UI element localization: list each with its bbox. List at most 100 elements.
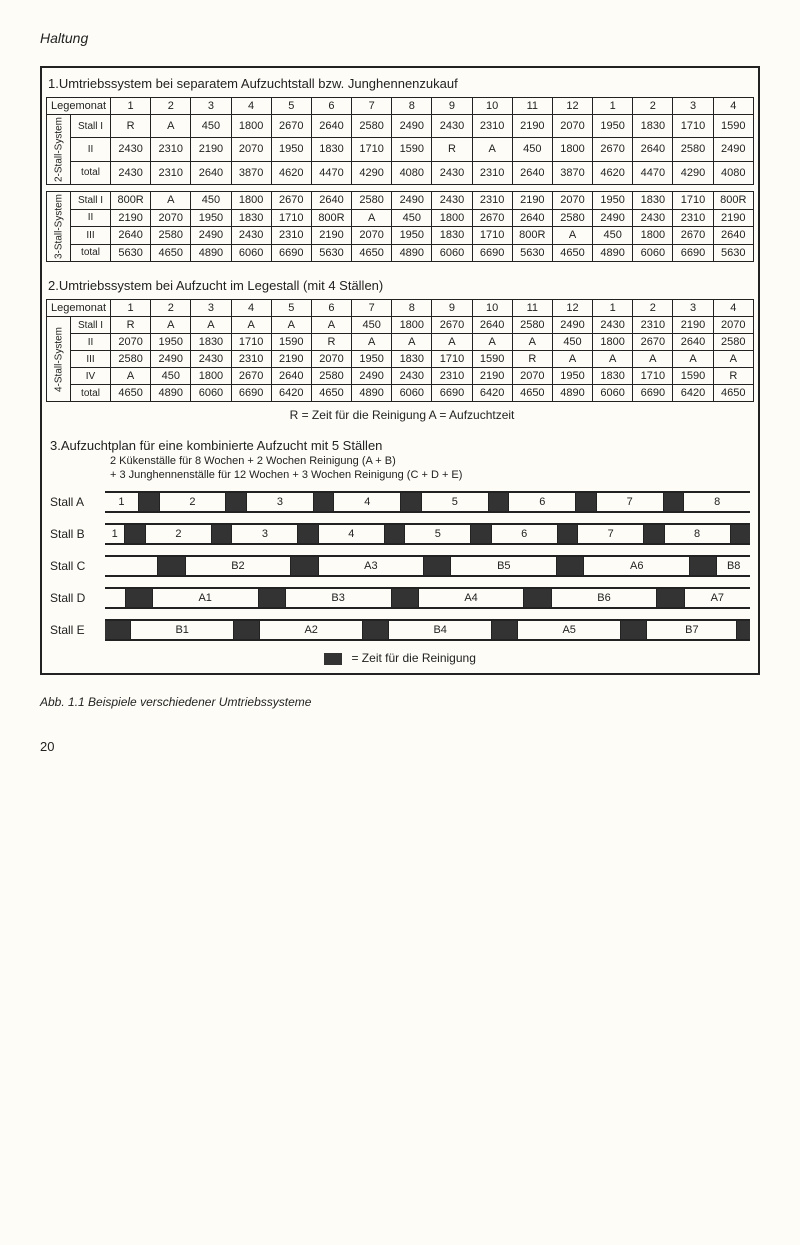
cleaning-segment xyxy=(385,525,405,543)
legemonat-label: Legemonat xyxy=(47,98,111,115)
period-segment: A5 xyxy=(518,621,621,639)
table-row: total 4650489060606690642046504890606066… xyxy=(47,385,754,402)
page-number: 20 xyxy=(40,739,760,754)
figure-caption: Abb. 1.1 Beispiele verschiedener Umtrieb… xyxy=(40,695,760,709)
period-segment: 4 xyxy=(319,525,385,543)
section2-title: 2.Umtriebssystem bei Aufzucht im Legesta… xyxy=(48,278,754,293)
cleaning-segment xyxy=(126,589,153,607)
table-row: III 258024902430231021902070195018301710… xyxy=(47,351,754,368)
stall-row-C: Stall CB2A3B5A6B8 xyxy=(50,555,750,577)
cleaning-segment xyxy=(291,557,318,575)
period-segment: 8 xyxy=(665,525,731,543)
stall-row-A: Stall A12345678 xyxy=(50,491,750,513)
period-segment: A1 xyxy=(153,589,259,607)
cleaning-segment xyxy=(259,589,286,607)
cleaning-segment xyxy=(234,621,260,639)
cleaning-segment xyxy=(558,525,578,543)
period-segment: B6 xyxy=(552,589,658,607)
cleaning-segment xyxy=(424,557,451,575)
section3-legend: = Zeit für die Reinigung xyxy=(50,651,750,665)
section3-title: 3.Aufzuchtplan für eine kombinierte Aufz… xyxy=(50,438,750,453)
period-segment: 7 xyxy=(597,493,664,511)
period-segment: A3 xyxy=(319,557,425,575)
period-segment: 3 xyxy=(247,493,314,511)
stall-bar: 1 2 3 4 5 6 7 8 xyxy=(105,523,750,545)
cleaning-segment xyxy=(158,557,185,575)
stall-row-D: Stall DA1B3A4B6A7 xyxy=(50,587,750,609)
period-segment: 5 xyxy=(405,525,471,543)
table-row: 3-Stall-System Stall I 800RA450180026702… xyxy=(47,192,754,210)
cleaning-segment xyxy=(737,621,750,639)
cleaning-segment xyxy=(657,589,684,607)
cleaning-segment xyxy=(363,621,389,639)
table-row: total 5630465048906060669056304650489060… xyxy=(47,244,754,262)
section2-table: Legemonat 1234567891011121234 4-Stall-Sy… xyxy=(46,299,754,402)
stall-bar: 12345678 xyxy=(105,491,750,513)
table-row: II 24302310219020701950183017101590RA450… xyxy=(47,138,754,161)
sys4-label: 4-Stall-System xyxy=(47,317,71,402)
period-segment: 6 xyxy=(509,493,576,511)
table-row: IV A450180026702640258024902430231021902… xyxy=(47,368,754,385)
sys3-label: 3-Stall-System xyxy=(47,192,71,262)
table-row: II 20701950183017101590RAAAAA45018002670… xyxy=(47,334,754,351)
section2-legend: R = Zeit für die Reinigung A = Aufzuchtz… xyxy=(50,408,754,422)
stall-label: Stall D xyxy=(50,591,105,605)
table-row: II 21902070195018301710800RA450180026702… xyxy=(47,209,754,227)
cleaning-segment xyxy=(139,493,160,511)
cleaning-segment xyxy=(731,525,750,543)
cleaning-segment xyxy=(125,525,145,543)
cleaning-segment xyxy=(489,493,510,511)
section1-header-row: Legemonat 1 2 3 4 5 6 7 8 9 10 11 12 1 2… xyxy=(47,98,754,115)
period-segment: B4 xyxy=(389,621,492,639)
stall-bars-container: Stall A12345678Stall B12345678Stall CB2A… xyxy=(50,491,750,641)
table-row: III 264025802490243023102190207019501830… xyxy=(47,227,754,245)
period-segment: 1 xyxy=(105,525,125,543)
period-segment: B7 xyxy=(647,621,737,639)
stall-label: Stall B xyxy=(50,527,105,541)
stall-label: Stall E xyxy=(50,623,105,637)
period-segment: A6 xyxy=(584,557,690,575)
period-segment: B2 xyxy=(186,557,292,575)
section1-table: Legemonat 1 2 3 4 5 6 7 8 9 10 11 12 1 2… xyxy=(46,97,754,262)
section3: 3.Aufzuchtplan für eine kombinierte Aufz… xyxy=(46,434,754,669)
cleaning-segment xyxy=(401,493,422,511)
period-segment: 6 xyxy=(492,525,558,543)
table-row: 2-Stall-System Stall I RA450180026702640… xyxy=(47,115,754,138)
main-figure-box: 1.Umtriebssystem bei separatem Aufzuchts… xyxy=(40,66,760,675)
period-segment: 5 xyxy=(422,493,489,511)
section2-header-row: Legemonat 1234567891011121234 xyxy=(47,300,754,317)
stall-bar: B2 A3 B5 A6 B8 xyxy=(105,555,750,577)
section3-sub2: + 3 Junghennenställe für 12 Wochen + 3 W… xyxy=(110,469,750,481)
table-row: 4-Stall-System Stall I RAAAAA45018002670… xyxy=(47,317,754,334)
period-segment: 2 xyxy=(160,493,227,511)
cleaning-segment xyxy=(644,525,664,543)
section1-title: 1.Umtriebssystem bei separatem Aufzuchts… xyxy=(48,76,754,91)
sys2-label: 2-Stall-System xyxy=(47,115,71,185)
period-segment: B1 xyxy=(131,621,234,639)
period-segment xyxy=(105,557,158,575)
cleaning-segment xyxy=(392,589,419,607)
period-segment xyxy=(105,589,126,607)
period-segment: 4 xyxy=(334,493,401,511)
period-segment: A4 xyxy=(419,589,525,607)
period-segment: A7 xyxy=(685,589,750,607)
page-header: Haltung xyxy=(40,30,760,46)
cleaning-segment xyxy=(621,621,647,639)
cleaning-segment xyxy=(314,493,335,511)
cleaning-segment xyxy=(212,525,232,543)
cleaning-segment xyxy=(557,557,584,575)
section3-sub1: 2 Kükenställe für 8 Wochen + 2 Wochen Re… xyxy=(110,455,750,467)
period-segment: 7 xyxy=(578,525,644,543)
cleaning-segment xyxy=(524,589,551,607)
legemonat-label: Legemonat xyxy=(47,300,111,317)
period-segment: B8 xyxy=(717,557,750,575)
period-segment: B5 xyxy=(451,557,557,575)
cleaning-segment xyxy=(576,493,597,511)
period-segment: 2 xyxy=(146,525,212,543)
period-segment: 3 xyxy=(232,525,298,543)
stall-row-E: Stall EB1A2B4A5B7 xyxy=(50,619,750,641)
cleaning-segment xyxy=(105,621,131,639)
cleaning-segment xyxy=(492,621,518,639)
cleaning-segment xyxy=(226,493,247,511)
stall-row-B: Stall B1 2 3 4 5 6 7 8 xyxy=(50,523,750,545)
